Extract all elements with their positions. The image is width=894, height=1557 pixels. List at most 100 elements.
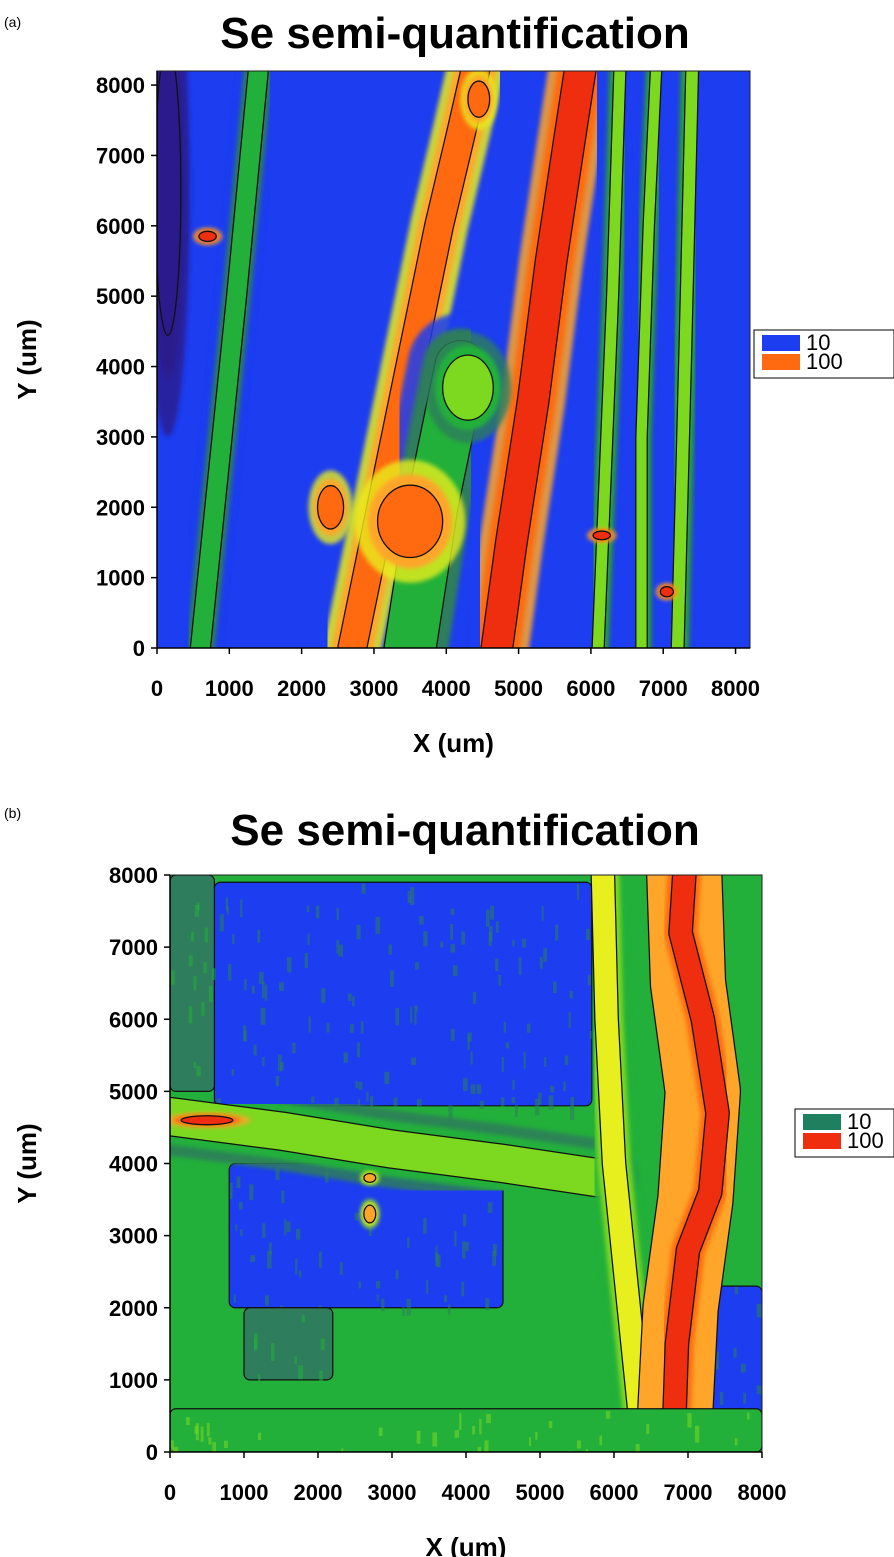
x-tick-label: 0 [164, 1480, 176, 1505]
region-speckle [487, 1202, 493, 1214]
region-speckle [279, 1062, 284, 1071]
y-tick-label: 3000 [109, 1224, 158, 1249]
blob-core [157, 71, 182, 336]
region-speckle [646, 1424, 650, 1434]
region-speckle [512, 940, 515, 947]
region-speckle [223, 1440, 228, 1448]
region-speckle [264, 1295, 270, 1306]
region-speckle [208, 1437, 212, 1445]
region-speckle [360, 1021, 364, 1034]
region-speckle [196, 1065, 201, 1077]
region-speckle [492, 1243, 498, 1257]
band-core [636, 71, 662, 648]
region-speckle [452, 965, 458, 977]
y-tick-label: 6000 [96, 214, 145, 239]
region-speckle [193, 1061, 197, 1068]
region-speckle [326, 1022, 330, 1033]
region-speckle [435, 1253, 440, 1267]
y-tick-label: 1000 [109, 1368, 158, 1393]
region-speckle [201, 1001, 205, 1016]
region-speckle [233, 1294, 236, 1304]
region-speckle [240, 899, 243, 918]
region-speckle [308, 1016, 311, 1033]
x-tick-label: 4000 [422, 676, 471, 701]
region-speckle [336, 939, 340, 954]
region-speckle [339, 1262, 343, 1276]
region-speckle [357, 1042, 361, 1058]
region-speckle [444, 1295, 448, 1303]
y-tick-label: 0 [146, 1440, 158, 1465]
region-speckle [384, 1071, 390, 1085]
region-speckle [190, 931, 195, 942]
region-speckle [208, 985, 213, 1003]
region-speckle [299, 1270, 302, 1278]
band-core [592, 71, 626, 648]
region-speckle [249, 1184, 254, 1201]
region-speckle [250, 1255, 255, 1263]
region-speckle [470, 1084, 476, 1095]
region-speckle [258, 1374, 261, 1386]
x-axis-label: X (um) [413, 728, 494, 758]
blob-core [592, 530, 612, 541]
region-speckle [170, 1440, 174, 1452]
region-speckle [395, 1007, 400, 1026]
region-speckle [423, 1217, 427, 1234]
region-speckle [415, 962, 420, 970]
region-speckle [318, 1251, 322, 1268]
region-speckle [756, 1385, 762, 1395]
legend-swatch [762, 335, 800, 351]
legend-label: 100 [806, 349, 843, 374]
region-patch [170, 875, 215, 1092]
region-speckle [467, 1035, 470, 1050]
x-tick-label: 7000 [664, 1480, 713, 1505]
region-speckle [368, 1227, 372, 1237]
region-speckle [219, 914, 224, 932]
region-speckle [240, 1229, 243, 1236]
region-speckle [188, 1005, 193, 1024]
region-speckle [635, 1443, 640, 1452]
region-speckle [450, 908, 455, 915]
region-speckle [534, 1098, 540, 1116]
legend-label: 10 [806, 330, 830, 355]
region-speckle [569, 1450, 572, 1452]
region-speckle [687, 1413, 692, 1428]
region-speckle [320, 1338, 325, 1350]
region-speckle [576, 883, 580, 900]
region-speckle [490, 905, 495, 920]
region-speckle [543, 948, 548, 962]
blob-core [198, 230, 217, 243]
y-tick-label: 5000 [96, 284, 145, 309]
region-speckle [522, 938, 526, 948]
region-speckle [747, 1412, 750, 1420]
x-tick-label: 8000 [711, 676, 760, 701]
region-speckle [275, 1167, 280, 1180]
region-speckle [229, 1182, 233, 1200]
region-speckle [414, 1005, 418, 1013]
region-speckle [347, 993, 352, 1001]
blob-core [376, 484, 444, 559]
y-tick-label: 8000 [96, 73, 145, 98]
region-speckle [440, 941, 444, 948]
region-speckle [539, 956, 543, 969]
region-speckle [200, 1426, 204, 1442]
region-speckle [266, 1251, 272, 1269]
x-tick-label: 8000 [738, 1480, 787, 1505]
region-speckle [463, 1077, 468, 1092]
region-speckle [465, 1241, 469, 1252]
region-speckle [550, 1085, 555, 1093]
region-speckle [193, 975, 197, 991]
region-speckle [541, 905, 544, 921]
region-speckle [292, 1042, 296, 1054]
region-speckle [307, 933, 310, 945]
region-speckle [484, 1440, 489, 1452]
region-patch [213, 881, 593, 1107]
region-speckle [295, 1258, 298, 1275]
region-speckle [555, 924, 559, 941]
region-speckle [552, 981, 557, 994]
region-speckle [284, 1219, 287, 1236]
x-tick-label: 7000 [639, 676, 688, 701]
region-speckle [416, 1099, 422, 1108]
region-speckle [393, 1097, 398, 1108]
